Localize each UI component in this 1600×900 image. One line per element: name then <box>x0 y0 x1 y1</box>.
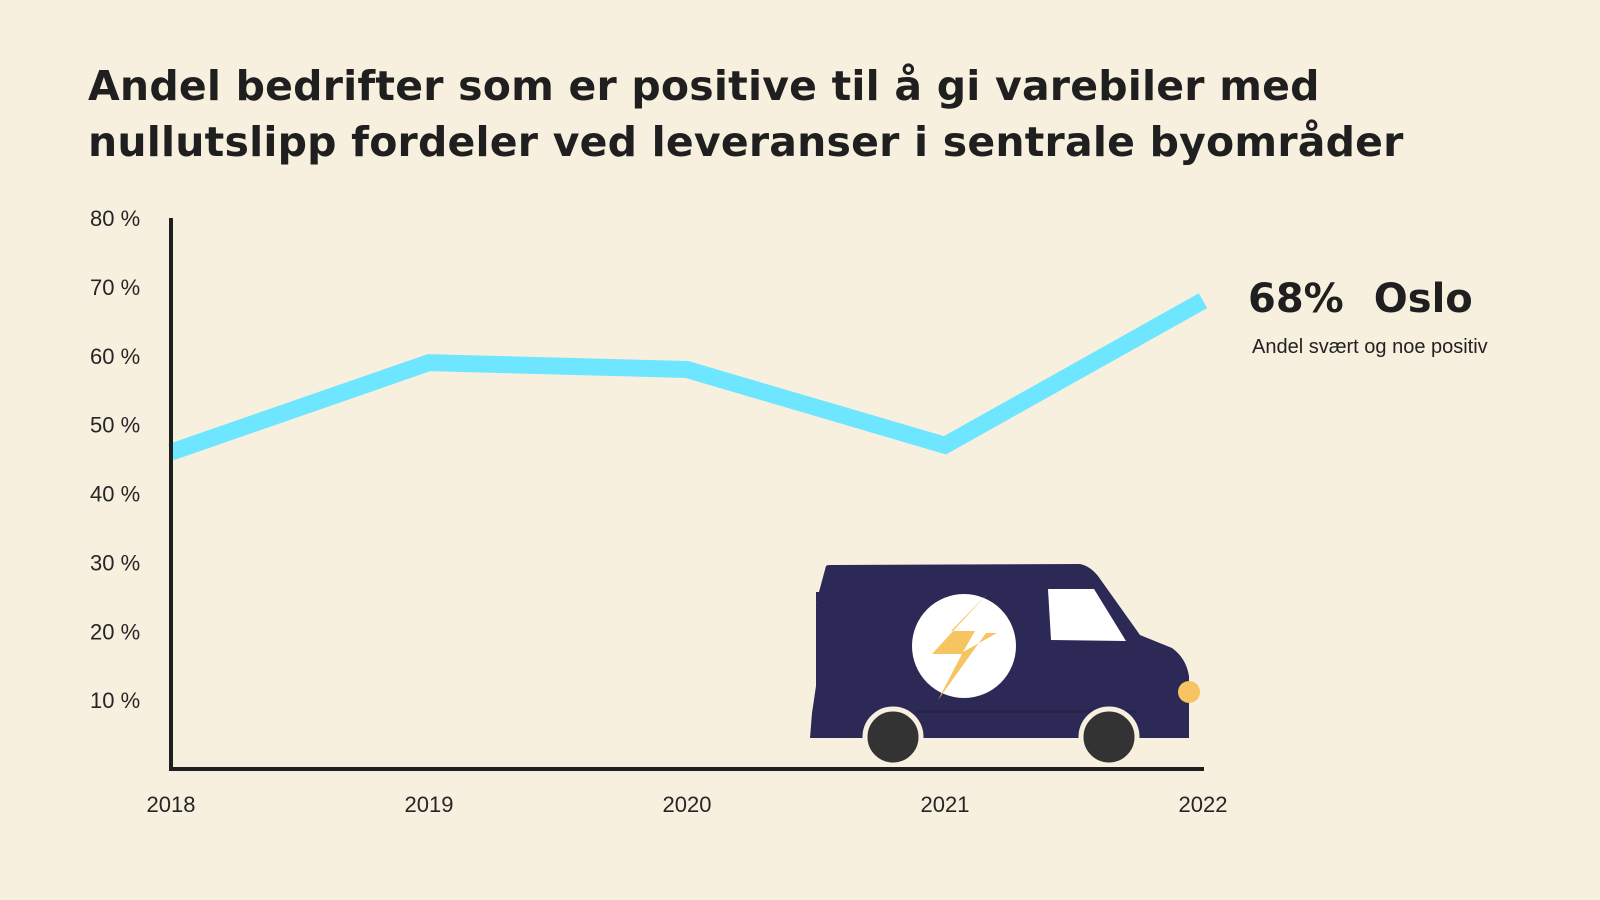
y-tick-label: 20 % <box>90 619 140 644</box>
y-axis-ticks: 10 % 20 % 30 % 40 % 50 % 60 % 70 % 80 % <box>90 206 140 713</box>
x-axis-ticks: 2018 2019 2020 2021 2022 <box>147 792 1228 817</box>
annotation-subtitle: Andel svært og noe positiv <box>1252 336 1488 358</box>
van-window <box>1048 589 1126 641</box>
van-bumper-line <box>916 710 1136 713</box>
series-annotation: 68% Oslo Andel svært og noe positiv <box>1248 274 1488 359</box>
chart-title-line-2: nullutslipp fordeler ved leveranser i se… <box>88 118 1404 166</box>
axes <box>169 218 1204 771</box>
x-tick-label: 2021 <box>921 792 970 817</box>
y-tick-label: 60 % <box>90 344 140 369</box>
wheel-front <box>1078 706 1140 768</box>
annotation-series-label: Oslo <box>1373 276 1473 322</box>
annotation-value: 68% Oslo <box>1248 274 1488 324</box>
y-tick-label: 10 % <box>90 688 140 713</box>
y-tick-label: 40 % <box>90 482 140 507</box>
x-tick-label: 2019 <box>405 792 454 817</box>
x-tick-label: 2018 <box>147 792 196 817</box>
y-tick-label: 50 % <box>90 413 140 438</box>
electric-van-icon <box>810 564 1200 768</box>
y-tick-label: 30 % <box>90 550 140 575</box>
y-tick-label: 70 % <box>90 275 140 300</box>
lightning-bolt-icon <box>932 593 997 700</box>
x-tick-label: 2020 <box>663 792 712 817</box>
chart-title-line-1: Andel bedrifter som er positive til å gi… <box>88 62 1320 110</box>
x-tick-label: 2022 <box>1179 792 1228 817</box>
headlight <box>1178 681 1200 703</box>
series-line-oslo <box>168 293 1208 461</box>
wheel-rear <box>862 706 924 768</box>
van-roof-edge <box>816 592 826 602</box>
y-tick-label: 80 % <box>90 206 140 231</box>
chart-title: Andel bedrifter som er positive til å gi… <box>88 58 1488 170</box>
annotation-percent: 68% <box>1248 276 1344 322</box>
